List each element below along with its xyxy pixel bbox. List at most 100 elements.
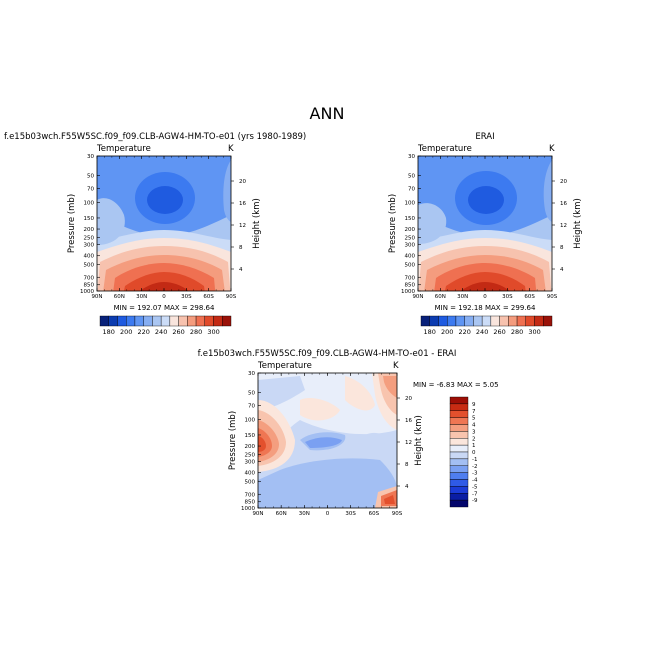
y-tick-label: 200 <box>405 227 416 233</box>
y-tick-label: 700 <box>84 275 95 281</box>
x-tick-label: 90S <box>226 294 237 300</box>
height-tick-label: 20 <box>560 179 567 185</box>
y-tick-label: 700 <box>405 275 416 281</box>
colorbar-label: 5 <box>472 416 476 422</box>
contour-field <box>418 156 552 291</box>
y-tick-label: 1000 <box>241 506 255 512</box>
y-tick-label: 500 <box>245 479 256 485</box>
x-tick-label: 0 <box>326 511 330 517</box>
height-tick-label: 12 <box>405 440 412 446</box>
colorbar-label: 200 <box>120 328 132 336</box>
y-axis-label: Pressure (mb) <box>388 194 398 253</box>
colorbar-label: 260 <box>493 328 505 336</box>
colorbar-swatch <box>420 315 430 327</box>
x-tick-label: 60N <box>114 294 125 300</box>
x-tick-label: 0 <box>162 294 166 300</box>
stats-label: MIN = -6.83 MAX = 5.05 <box>413 381 499 389</box>
y-tick-label: 850 <box>245 500 256 506</box>
y-tick-label: 150 <box>405 216 416 222</box>
colorbar-label: 300 <box>528 328 540 336</box>
y-tick-label: 70 <box>87 187 94 193</box>
colorbar: 180 200 220 240 260 280 300 <box>99 315 232 336</box>
colorbar-swatch <box>108 315 118 327</box>
colorbar-label: -3 <box>472 471 478 477</box>
y-tick-label: 150 <box>245 433 256 439</box>
x-tick-label: 30S <box>345 511 356 517</box>
y-tick-label: 30 <box>87 154 94 160</box>
units-label: K <box>393 361 399 371</box>
colorbar-swatch <box>449 417 469 425</box>
height-tick-label: 8 <box>239 245 243 251</box>
x-tick-label: 30N <box>299 511 310 517</box>
height-tick-label: 16 <box>239 201 246 207</box>
x-tick-label: 90N <box>412 294 423 300</box>
y-tick-label: 70 <box>248 404 255 410</box>
colorbar-swatch <box>152 315 162 327</box>
stats-label: MIN = 192.18 MAX = 299.64 <box>435 304 536 312</box>
height-axis-label: Height (km) <box>573 198 583 249</box>
colorbar-swatch <box>195 315 205 327</box>
y-tick-label: 850 <box>84 283 95 289</box>
colorbar-swatch <box>178 315 188 327</box>
x-tick-label: 30S <box>181 294 192 300</box>
height-tick-label: 12 <box>239 223 246 229</box>
y-tick-label: 50 <box>408 174 415 180</box>
height-tick-label: 8 <box>560 245 564 251</box>
x-tick-label: 30N <box>136 294 147 300</box>
x-tick-label: 60S <box>369 511 380 517</box>
colorbar-swatch <box>447 315 457 327</box>
units-label: K <box>549 144 555 154</box>
colorbar-swatch <box>449 444 469 453</box>
panel-title: f.e15b03wch.F55W5SC.f09_f09.CLB-AGW4-HM-… <box>4 132 306 142</box>
colorbar-label: -4 <box>472 478 478 484</box>
colorbar-swatch <box>449 486 469 494</box>
colorbar-swatch <box>449 465 469 473</box>
colorbar-label: 7 <box>472 409 476 415</box>
colorbar-swatch <box>481 315 492 327</box>
colorbar-label: 200 <box>441 328 453 336</box>
height-tick-label: 8 <box>405 462 409 468</box>
colorbar-label: 180 <box>424 328 436 336</box>
colorbar-swatch <box>125 315 136 327</box>
colorbar-swatch <box>438 315 448 327</box>
colorbar-label: -5 <box>472 484 478 490</box>
colorbar-swatch <box>449 396 469 405</box>
y-tick-label: 200 <box>84 227 95 233</box>
colorbar-label: 180 <box>103 328 115 336</box>
colorbar-label: 220 <box>137 328 149 336</box>
colorbar-swatch <box>449 499 469 508</box>
y-axis-label: Pressure (mb) <box>67 194 77 253</box>
x-tick-label: 90S <box>547 294 558 300</box>
height-tick-label: 4 <box>560 267 564 273</box>
colorbar-label: 2 <box>472 436 476 442</box>
x-tick-label: 30S <box>502 294 513 300</box>
colorbar-swatch <box>143 315 153 327</box>
contour-field <box>258 373 397 508</box>
y-tick-label: 30 <box>408 154 415 160</box>
colorbar-label: 1 <box>472 443 476 449</box>
colorbar-swatch <box>499 315 509 327</box>
height-tick-label: 20 <box>239 179 246 185</box>
colorbar-label: 240 <box>155 328 167 336</box>
y-tick-label: 400 <box>405 254 416 260</box>
x-tick-label: 60N <box>276 511 287 517</box>
figure-title: ANN <box>310 104 345 123</box>
colorbar-swatch <box>449 403 469 411</box>
y-tick-label: 70 <box>408 187 415 193</box>
variable-label: Temperature <box>417 144 472 154</box>
y-tick-label: 700 <box>245 492 256 498</box>
colorbar-swatch <box>464 315 474 327</box>
y-axis-label: Pressure (mb) <box>228 411 238 470</box>
colorbar-swatch <box>449 438 469 446</box>
y-tick-label: 250 <box>84 236 95 242</box>
variable-label: Temperature <box>96 144 151 154</box>
y-tick-label: 500 <box>84 262 95 268</box>
variable-label: Temperature <box>257 361 312 371</box>
y-tick-label: 500 <box>405 262 416 268</box>
units-label: K <box>228 144 234 154</box>
y-tick-label: 50 <box>87 174 94 180</box>
colorbar-swatch <box>534 315 544 327</box>
colorbar-swatch <box>508 315 518 327</box>
colorbar-swatch <box>543 315 553 327</box>
